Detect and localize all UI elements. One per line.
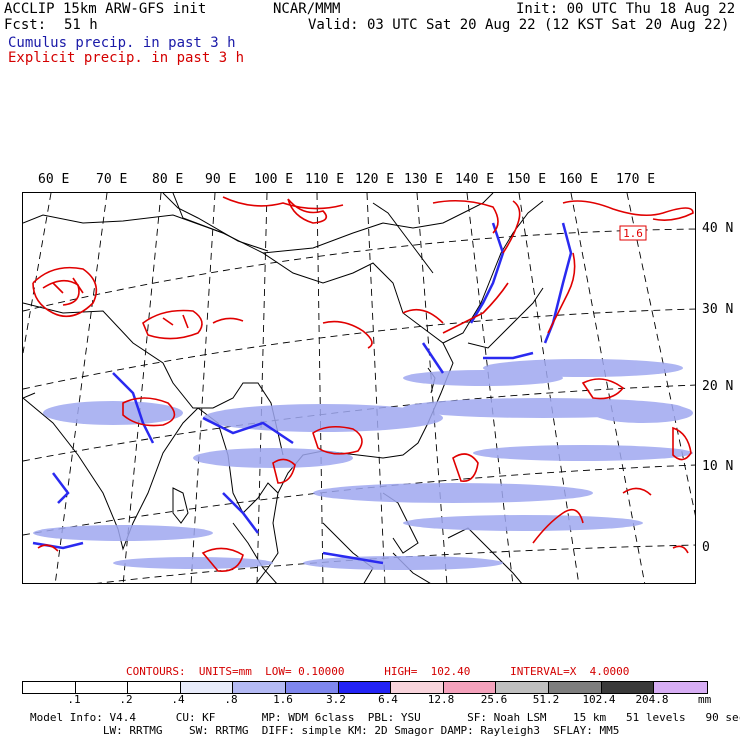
colorbar-swatch [75,682,129,693]
lat-line-30n [23,308,695,390]
valid-time: Valid: 03 UTC Sat 20 Aug 22 (12 KST Sat … [308,17,730,33]
colorbar-tick: 6.4 [378,693,398,706]
precip-map: 1.6 [22,192,696,584]
lat-label: 40 N [702,221,734,236]
center-label: NCAR/MMM [273,1,341,17]
meridian [626,193,695,516]
meridian [316,193,324,583]
init-time: Init: 00 UTC Thu 18 Aug 22 [516,1,736,17]
colorbar [22,681,708,694]
colorbar-tick: 25.6 [480,693,508,706]
colorbar-swatch [548,682,602,693]
lon-label: 60 E [38,172,70,187]
colorbar-swatch [285,682,339,693]
cumulus-heavy-areas [32,222,573,565]
legend-cumulus: Cumulus precip. in past 3 h [8,35,236,51]
lat-line-40n [23,228,695,312]
colorbar-swatch [391,682,444,693]
map-title: ACCLIP 15km ARW-GFS init [4,1,207,17]
lon-label: 70 E [96,172,128,187]
lon-label: 80 E [152,172,184,187]
map-canvas: 1.6 [23,193,695,583]
lon-label: 160 E [559,172,599,187]
lon-label: 100 E [254,172,294,187]
lon-label: 110 E [305,172,345,187]
meridian [122,193,162,583]
model-info-line1: Model Info: V4.4 CU: KF MP: WDM 6class P… [30,711,740,724]
legend-explicit: Explicit precip. in past 3 h [8,50,245,66]
lon-label: 170 E [616,172,656,187]
lon-label: 90 E [205,172,237,187]
colorbar-swatch [496,682,549,693]
colorbar-tick: 12.8 [427,693,455,706]
colorbar-swatch [128,682,181,693]
explicit-precip-areas [32,196,694,572]
lat-label: 30 N [702,302,734,317]
meridian [54,193,108,583]
colorbar-tick: 204.8 [635,693,669,706]
lon-label: 130 E [404,172,444,187]
colorbar-tick: 3.2 [326,693,346,706]
model-info-line2: LW: RRTMG SW: RRTMG DIFF: simple KM: 2D … [30,724,620,737]
colorbar-swatch [443,682,497,693]
max-value-box [619,225,647,241]
meridian [570,193,646,583]
colorbar-tick: .2 [119,693,133,706]
coastlines [23,193,544,583]
forecast-hour-label: Fcst: [4,17,47,33]
lat-label: 0 [702,540,710,555]
colorbar-tick: 1.6 [273,693,293,706]
colorbar-swatch [338,682,392,693]
lon-label: 140 E [455,172,495,187]
colorbar-unit: mm [698,693,712,706]
lat-label: 10 N [702,459,734,474]
colorbar-tick: 51.2 [532,693,560,706]
cumulus-light-areas [33,359,693,570]
colorbar-swatch [233,682,286,693]
meridian [366,193,386,583]
contour-info: CONTOURS: UNITS=mm LOW= 0.10000 HIGH= 10… [126,665,630,678]
colorbar-tick: 102.4 [582,693,616,706]
colorbar-tick: .1 [67,693,81,706]
colorbar-swatch [180,682,234,693]
colorbar-tick: .8 [224,693,238,706]
meridian [190,193,216,583]
forecast-hour-value: 51 h [64,17,98,33]
lat-label: 20 N [702,379,734,394]
lon-label: 150 E [507,172,547,187]
colorbar-swatch [654,682,707,693]
colorbar-swatch [23,682,76,693]
colorbar-tick: .4 [171,693,185,706]
colorbar-swatch [601,682,655,693]
lon-label: 120 E [355,172,395,187]
max-value-label: 1.6 [623,227,643,240]
meridian [23,193,52,354]
